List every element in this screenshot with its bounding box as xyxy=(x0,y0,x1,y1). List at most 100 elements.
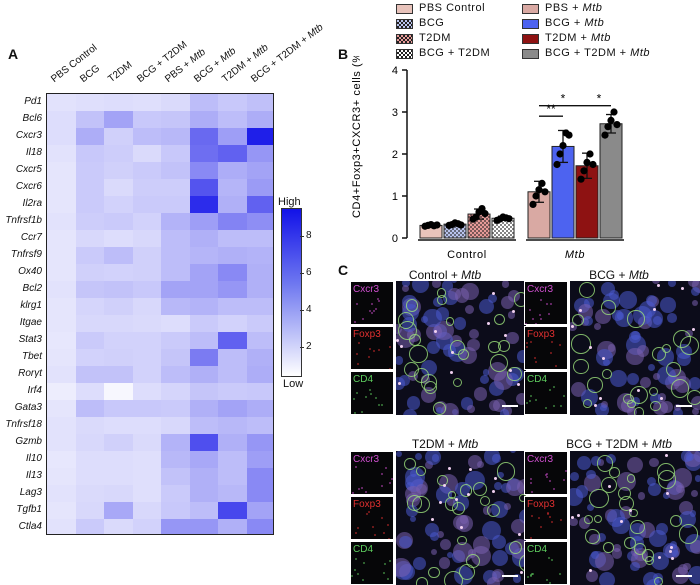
cd4-cell xyxy=(602,369,612,380)
channel-signal xyxy=(369,392,372,395)
colorbar-tick-mark xyxy=(300,235,304,237)
cd4-cell xyxy=(509,540,523,554)
bar xyxy=(599,123,623,239)
heatmap-cell xyxy=(47,383,76,401)
nucleus xyxy=(639,376,651,388)
gene-label: Itgae xyxy=(19,316,42,328)
channel-signal xyxy=(380,473,383,476)
channel-signal xyxy=(545,476,548,479)
heatmap-cell xyxy=(132,264,162,282)
nucleus xyxy=(667,313,677,324)
cd4-cell xyxy=(489,353,509,373)
channel-signal xyxy=(545,407,548,410)
channel-signal xyxy=(370,302,373,305)
nucleus xyxy=(691,287,700,297)
nucleus xyxy=(501,281,510,288)
gene-label: Pd1 xyxy=(24,95,42,107)
heatmap-cell xyxy=(189,196,219,214)
heatmap-cell xyxy=(161,281,190,299)
channel-signal xyxy=(387,578,390,581)
channel-signal xyxy=(356,527,359,530)
heatmap-cell xyxy=(161,179,190,197)
heatmap-cell xyxy=(189,179,219,197)
heatmap-cell xyxy=(104,128,133,146)
nucleus xyxy=(482,369,490,376)
cd4-cell xyxy=(629,519,645,535)
gene-label: Bcl2 xyxy=(22,282,42,294)
heatmap-cell xyxy=(75,264,105,282)
nucleus xyxy=(689,539,700,555)
channel-signal xyxy=(381,485,384,488)
cxcr3-signal xyxy=(509,369,513,373)
significance-label: ** xyxy=(546,102,556,116)
heatmap-cell xyxy=(104,281,133,299)
channel-signal xyxy=(547,312,550,315)
cxcr3-signal xyxy=(486,321,490,325)
heatmap-cell xyxy=(189,94,219,112)
heatmap-cell xyxy=(246,264,273,282)
heatmap-cell xyxy=(75,366,105,384)
heatmap-cell xyxy=(47,366,76,384)
gene-label: Tnfrsf9 xyxy=(10,248,42,260)
nucleus xyxy=(512,574,522,583)
channel-thumbnail: Foxp3 xyxy=(524,496,568,540)
nucleus xyxy=(489,399,501,412)
channel-signal xyxy=(538,313,541,316)
legend-label: T2DM + Mtb xyxy=(545,32,611,44)
cd4-cell xyxy=(457,535,467,546)
channel-signal xyxy=(367,511,370,514)
cxcr3-signal xyxy=(589,346,593,350)
cd4-cell xyxy=(585,528,601,544)
nucleus xyxy=(647,482,661,496)
heatmap-cell xyxy=(75,247,105,265)
colorbar-low-label: Low xyxy=(283,378,304,390)
heatmap-cell xyxy=(104,400,133,418)
heatmap-cell xyxy=(161,162,190,180)
heatmap-cell xyxy=(104,145,133,163)
nucleus xyxy=(406,482,414,490)
data-point xyxy=(529,200,537,208)
heatmap-cell xyxy=(75,315,105,333)
channel-signal xyxy=(528,399,531,402)
nucleus xyxy=(478,298,495,314)
channel-signal xyxy=(545,302,548,305)
heatmap-cell xyxy=(218,383,247,401)
heatmap-cell xyxy=(132,94,162,112)
channel-signal xyxy=(530,490,533,493)
nucleus xyxy=(453,317,467,330)
legend-swatch xyxy=(522,34,539,44)
nucleus xyxy=(504,502,512,510)
heatmap-cell xyxy=(189,519,219,534)
channel-thumbnail: CD4 xyxy=(350,371,394,415)
cxcr3-signal xyxy=(491,291,495,295)
channel-signal xyxy=(389,346,392,349)
cxcr3-signal xyxy=(460,526,463,530)
channel-signal xyxy=(375,397,378,400)
heatmap-cell xyxy=(189,383,219,401)
micrograph-title: BCG + T2DM + Mtb xyxy=(566,437,672,451)
heatmap-cell xyxy=(104,315,133,333)
nucleus xyxy=(691,490,699,497)
nucleus xyxy=(487,293,498,304)
nucleus xyxy=(613,544,621,552)
heatmap-cell xyxy=(104,94,133,112)
heatmap-cell xyxy=(75,213,105,231)
channel-signal xyxy=(390,477,393,480)
heatmap-cell xyxy=(189,400,219,418)
heatmap-cell xyxy=(104,196,133,214)
heatmap-cell xyxy=(246,451,273,469)
channel-signal xyxy=(526,401,529,404)
heatmap-cell xyxy=(189,128,219,146)
heatmap-cell xyxy=(161,264,190,282)
heatmap-cell xyxy=(47,434,76,452)
heatmap-cell xyxy=(104,179,133,197)
nucleus xyxy=(649,458,659,468)
heatmap-cell xyxy=(47,213,76,231)
channel-signal xyxy=(354,531,357,534)
gene-label: Lag3 xyxy=(19,486,42,498)
heatmap-cell xyxy=(161,366,190,384)
heatmap-cell xyxy=(161,128,190,146)
nucleus xyxy=(455,515,473,532)
nucleus xyxy=(586,469,596,480)
channel-signal xyxy=(530,341,533,344)
